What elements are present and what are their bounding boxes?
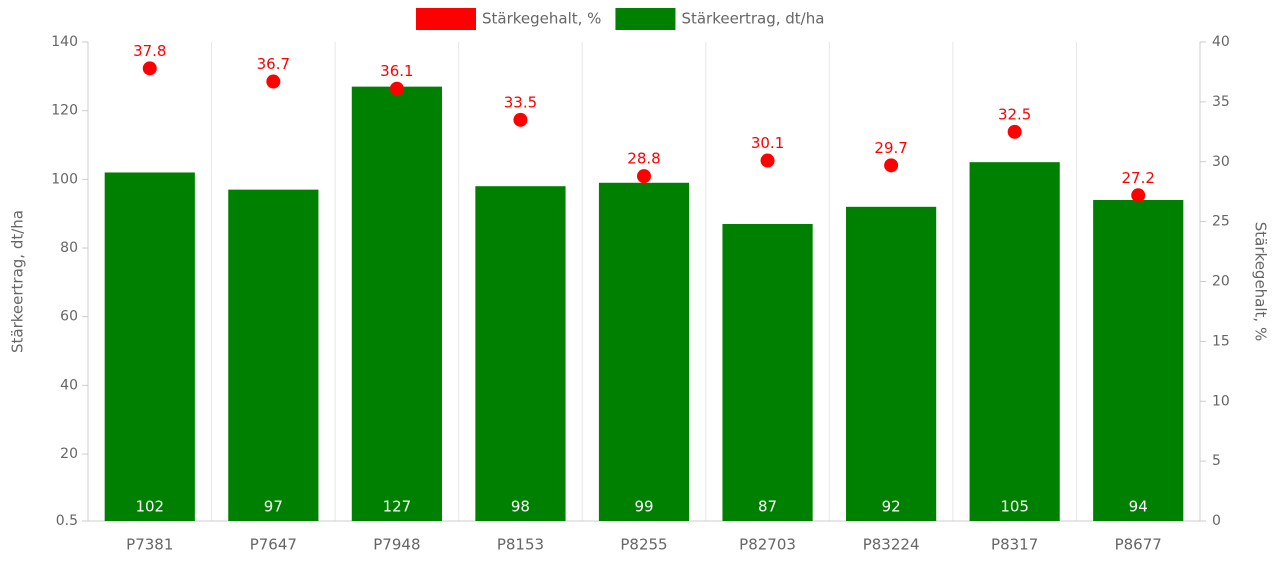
y2-tick-label: 25 [1212,214,1230,230]
y-tick-label: 120 [51,103,78,119]
y-axis-title: Stärkeertrag, dt/ha [9,210,27,353]
point-label: 29.7 [874,139,907,157]
x-tick-label: P8677 [1115,536,1162,554]
x-tick-label: P8255 [620,536,667,554]
bar [351,86,442,521]
bar [1093,199,1184,521]
y2-tick-label: 5 [1212,453,1221,469]
point [1131,188,1146,203]
point-label: 28.8 [627,150,660,168]
x-tick-label: P82703 [739,536,796,554]
bar-label: 102 [135,498,164,516]
x-tick-label: P7647 [250,536,297,554]
point [1007,124,1022,139]
x-tick-label: P8153 [497,536,544,554]
bar-label: 97 [264,498,283,516]
bar [475,186,566,521]
y2-tick-label: 35 [1212,94,1230,110]
y2-tick-label: 20 [1212,274,1230,290]
x-tick-label: P83224 [863,536,920,554]
y-tick-label: 40 [60,377,78,393]
bar-label: 98 [511,498,530,516]
bar [722,223,813,521]
bar-label: 127 [383,498,412,516]
legend-swatch [615,8,676,30]
y2-axis-title: Stärkegehalt, % [1252,222,1270,341]
bar [598,182,690,521]
point-label: 27.2 [1122,169,1155,187]
legend-swatch [416,8,476,30]
bar-label: 94 [1129,498,1148,516]
y-tick-label: 100 [51,171,78,187]
point [637,169,651,184]
x-tick-label: P7948 [373,536,420,554]
point-label: 36.7 [257,55,290,73]
bar [228,189,319,521]
y-tick-label: 80 [60,240,78,256]
point [266,74,281,89]
point [513,112,528,127]
y2-tick-label: 30 [1212,154,1230,170]
legend-label: Stärkeertrag, dt/ha [681,10,824,28]
x-tick-label: P8317 [991,536,1038,554]
y2-tick-label: 40 [1212,34,1230,50]
point [760,153,775,168]
y-tick-label: 140 [51,34,78,50]
point-label: 36.1 [380,62,413,80]
legend-label: Stärkegehalt, % [482,10,601,28]
bar-label: 87 [758,498,777,516]
bar-label: 105 [1000,498,1029,516]
point-label: 30.1 [751,134,784,152]
y-tick-label: 20 [60,446,78,462]
point [389,81,404,96]
point-label: 33.5 [504,93,537,111]
y2-tick-label: 15 [1212,333,1230,349]
y2-tick-label: 10 [1212,393,1230,409]
bar [104,172,195,521]
bar-label: 92 [882,498,901,516]
bar [846,206,937,521]
y2-tick-label: 0 [1212,513,1221,529]
bar [969,162,1060,522]
point [884,158,899,173]
y-tick-label: 0.5 [56,513,78,529]
point-label: 37.8 [133,42,166,60]
x-tick-label: P7381 [126,536,173,554]
bar-label: 99 [634,498,653,516]
point-label: 32.5 [998,105,1031,123]
y-tick-label: 60 [60,309,78,325]
point [142,61,157,76]
